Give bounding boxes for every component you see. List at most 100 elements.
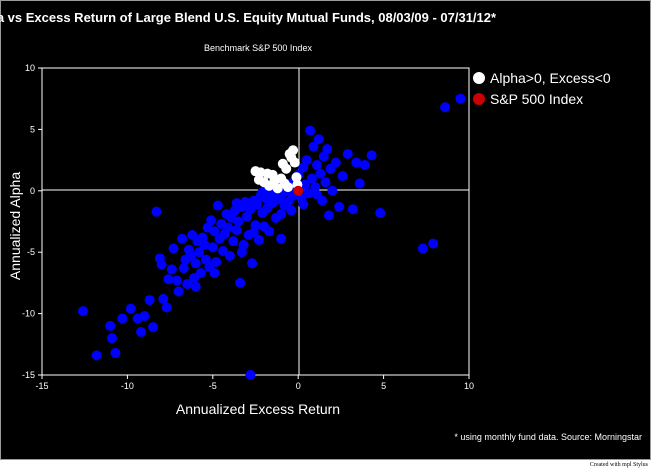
fund-point — [286, 205, 297, 216]
fund-point — [313, 134, 324, 145]
fund-point — [199, 239, 210, 250]
fund-point — [334, 201, 345, 212]
fund-point — [206, 215, 217, 226]
fund-point — [231, 225, 242, 236]
fund-point — [77, 306, 88, 317]
fund-point — [240, 196, 251, 207]
fund-point — [228, 236, 239, 247]
fund-point — [117, 313, 128, 324]
fund-point — [177, 233, 188, 244]
fund-point — [320, 177, 331, 188]
y-tick-label: -10 — [22, 309, 35, 319]
fund-point — [264, 226, 275, 237]
y-tick-label: 10 — [25, 63, 35, 73]
legend-marker — [473, 72, 485, 84]
x-tick-label: -10 — [121, 381, 134, 391]
x-axis-label: Annualized Excess Return — [176, 401, 340, 417]
fund-point — [330, 157, 341, 168]
y-axis-label: Annualized Alpha — [7, 172, 23, 280]
plot-area — [41, 67, 470, 376]
x-tick-label: -15 — [35, 381, 48, 391]
fund-point — [428, 238, 439, 249]
fund-point — [209, 226, 220, 237]
fund-point — [110, 347, 121, 358]
footnote: * using monthly fund data. Source: Morni… — [454, 432, 642, 442]
fund-point — [173, 286, 184, 297]
fund-point — [311, 160, 322, 171]
fund-point — [300, 179, 311, 190]
fund-point — [311, 189, 322, 200]
fund-point-highlight — [291, 172, 302, 183]
fund-point — [190, 281, 201, 292]
fund-point — [223, 222, 234, 233]
x-tick-label: -5 — [209, 381, 217, 391]
fund-point — [247, 258, 258, 269]
fund-point — [327, 185, 338, 196]
fund-point — [91, 350, 102, 361]
legend-label: Alpha>0, Excess<0 — [490, 70, 611, 86]
fund-point — [303, 188, 314, 199]
y-tick-label: -5 — [27, 247, 35, 257]
y-tick-label: 0 — [30, 186, 35, 196]
fund-point — [168, 243, 179, 254]
chart-frame — [0, 0, 651, 460]
fund-point — [233, 216, 244, 227]
fund-point-highlight — [282, 182, 293, 193]
fund-point — [178, 263, 189, 274]
fund-point — [207, 242, 218, 253]
fund-point — [211, 257, 222, 268]
fund-point — [322, 144, 333, 155]
footer-credit: Created with mpl Stylus — [589, 462, 648, 468]
chart-subtitle: Benchmark S&P 500 Index — [204, 43, 312, 53]
fund-point — [194, 247, 205, 258]
fund-point — [245, 370, 256, 380]
fund-point — [144, 295, 155, 306]
fund-point — [347, 204, 358, 215]
fund-point — [323, 210, 334, 221]
fund-point — [248, 227, 259, 238]
fund-point — [276, 209, 287, 220]
fund-point — [231, 198, 242, 209]
fund-point — [351, 157, 362, 168]
fund-point — [257, 187, 268, 198]
fund-point — [235, 277, 246, 288]
fund-point — [212, 200, 223, 211]
fund-point — [163, 274, 174, 285]
benchmark-point — [293, 185, 304, 196]
fund-point — [252, 199, 263, 210]
fund-point — [366, 150, 377, 161]
fund-point — [209, 268, 220, 279]
fund-point — [253, 234, 264, 245]
fund-point — [354, 178, 365, 189]
fund-point — [337, 171, 348, 182]
fund-point — [224, 250, 235, 261]
fund-point — [151, 206, 162, 217]
fund-point — [375, 207, 386, 218]
fund-point — [136, 327, 147, 338]
chart-title: Alpha vs Excess Return of Large Blend U.… — [0, 10, 497, 25]
fund-point — [359, 160, 370, 171]
fund-point — [166, 264, 177, 275]
fund-point — [148, 322, 159, 333]
fund-point — [139, 311, 150, 322]
fund-point — [171, 275, 182, 286]
fund-point — [440, 102, 451, 113]
x-tick-label: 5 — [381, 381, 386, 391]
fund-point — [161, 302, 172, 313]
fund-point — [301, 155, 312, 166]
x-tick-label: 0 — [296, 381, 301, 391]
fund-point — [107, 333, 118, 344]
fund-point — [125, 303, 136, 314]
fund-point — [276, 233, 287, 244]
fund-point — [182, 279, 193, 290]
fund-point — [306, 173, 317, 184]
legend-label: S&P 500 Index — [490, 91, 583, 107]
fund-point — [455, 93, 466, 104]
fund-point — [195, 268, 206, 279]
fund-point — [305, 125, 316, 136]
fund-point — [156, 259, 167, 270]
fund-point-highlight — [281, 163, 292, 174]
fund-point — [158, 293, 169, 304]
fund-point-highlight — [288, 145, 299, 156]
